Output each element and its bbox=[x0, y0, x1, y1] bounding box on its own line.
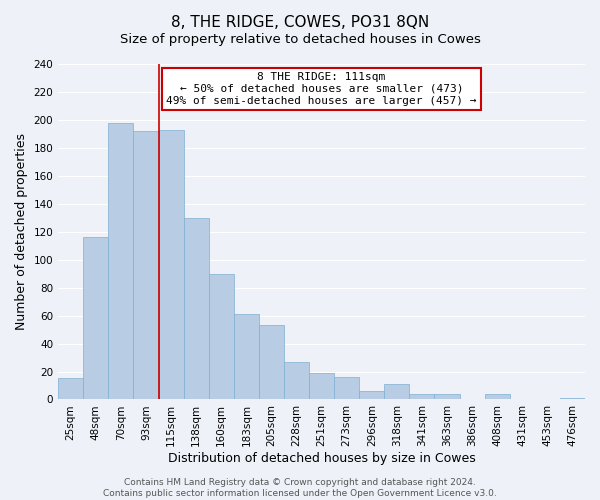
Bar bbox=[133, 131, 158, 400]
Text: 8 THE RIDGE: 111sqm
← 50% of detached houses are smaller (473)
49% of semi-detac: 8 THE RIDGE: 111sqm ← 50% of detached ho… bbox=[166, 72, 477, 106]
Bar bbox=[158, 130, 184, 400]
Bar bbox=[485, 394, 510, 400]
Text: 8, THE RIDGE, COWES, PO31 8QN: 8, THE RIDGE, COWES, PO31 8QN bbox=[171, 15, 429, 30]
Bar bbox=[359, 391, 385, 400]
Bar bbox=[309, 373, 334, 400]
Y-axis label: Number of detached properties: Number of detached properties bbox=[15, 133, 28, 330]
Bar bbox=[184, 218, 209, 400]
Text: Size of property relative to detached houses in Cowes: Size of property relative to detached ho… bbox=[119, 32, 481, 46]
Bar bbox=[58, 378, 83, 400]
Bar bbox=[409, 394, 434, 400]
Bar bbox=[234, 314, 259, 400]
Bar bbox=[434, 394, 460, 400]
Bar bbox=[259, 326, 284, 400]
Bar bbox=[284, 362, 309, 400]
Bar bbox=[209, 274, 234, 400]
Bar bbox=[334, 377, 359, 400]
Bar bbox=[560, 398, 585, 400]
Bar bbox=[83, 238, 109, 400]
Bar bbox=[385, 384, 409, 400]
Text: Contains HM Land Registry data © Crown copyright and database right 2024.
Contai: Contains HM Land Registry data © Crown c… bbox=[103, 478, 497, 498]
Bar bbox=[109, 122, 133, 400]
X-axis label: Distribution of detached houses by size in Cowes: Distribution of detached houses by size … bbox=[168, 452, 475, 465]
